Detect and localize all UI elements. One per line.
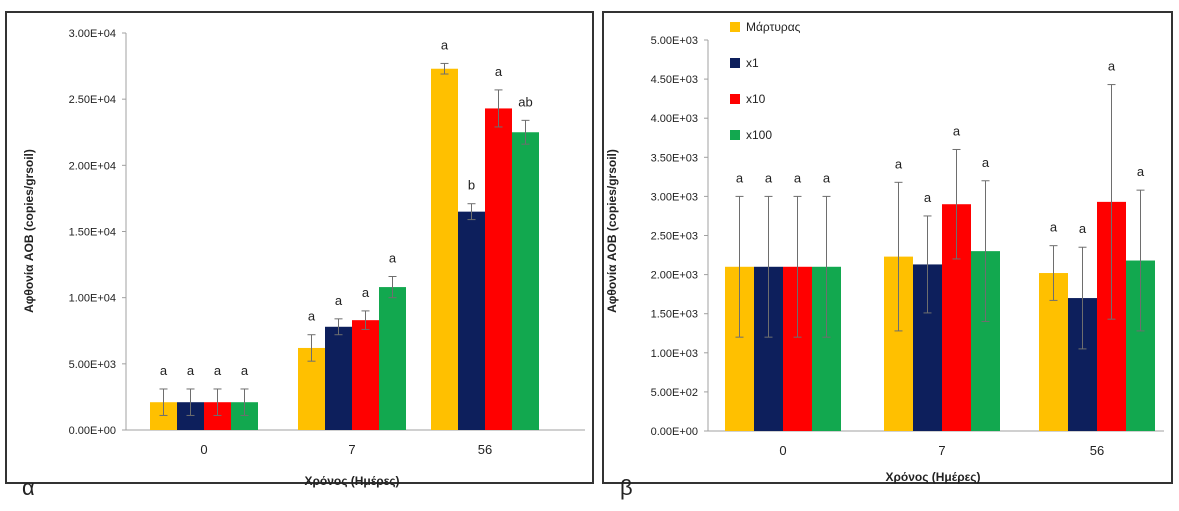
significance-label: ab <box>518 94 532 109</box>
y-tick-label: 1.00E+04 <box>69 293 116 305</box>
significance-label: a <box>1050 220 1058 235</box>
legend-swatch <box>730 130 740 140</box>
significance-label: a <box>953 123 961 138</box>
y-tick-label: 0.00E+00 <box>651 426 698 438</box>
legend-swatch <box>730 94 740 104</box>
y-axis-title: Αφθονία AOB (copies/grsoil) <box>22 149 36 313</box>
significance-label: a <box>794 170 802 185</box>
y-tick-label: 1.50E+04 <box>69 227 116 239</box>
bar <box>458 211 485 430</box>
bar <box>325 326 352 430</box>
legend-label: x10 <box>746 92 766 106</box>
significance-label: a <box>924 190 932 205</box>
significance-label: a <box>187 363 195 378</box>
bar <box>431 68 458 430</box>
significance-label: a <box>1137 164 1145 179</box>
y-tick-label: 5.00E+03 <box>69 359 116 371</box>
y-tick-label: 4.00E+03 <box>651 113 698 125</box>
significance-label: a <box>765 170 773 185</box>
bar <box>512 132 539 430</box>
significance-label: a <box>335 293 343 308</box>
x-axis-title: Χρόνος (Ημέρες) <box>304 474 399 488</box>
panel-frame <box>5 11 594 484</box>
significance-label: a <box>495 64 503 79</box>
y-tick-label: 3.50E+03 <box>651 152 698 164</box>
x-category-label: 56 <box>1090 443 1104 458</box>
y-tick-label: 2.50E+04 <box>69 94 116 106</box>
significance-label: a <box>1079 221 1087 236</box>
chart-panel-beta: 0.00E+00 5.00E+02 1.00E+03 1.50E+03 2.00E+03… <box>602 11 1173 500</box>
significance-label: a <box>308 309 316 324</box>
panel-frame <box>602 11 1173 484</box>
significance-label: a <box>982 155 990 170</box>
legend-label: x100 <box>746 128 772 142</box>
legend-swatch <box>730 22 740 32</box>
significance-label: a <box>214 363 222 378</box>
y-tick-label: 2.00E+03 <box>651 270 698 282</box>
legend-label: x1 <box>746 56 759 70</box>
x-category-label: 0 <box>200 442 207 457</box>
legend-swatch <box>730 58 740 68</box>
significance-label: b <box>468 178 475 193</box>
y-tick-label: 2.00E+04 <box>69 160 116 172</box>
y-tick-label: 4.50E+03 <box>651 74 698 86</box>
y-tick-label: 1.00E+03 <box>651 348 698 360</box>
significance-label: a <box>389 250 397 265</box>
significance-label: a <box>362 285 370 300</box>
y-tick-label: 3.00E+04 <box>69 28 116 40</box>
legend-label: Μάρτυρας <box>746 20 801 34</box>
x-category-label: 56 <box>478 442 492 457</box>
bar <box>379 287 406 430</box>
significance-label: a <box>1108 59 1116 74</box>
y-tick-label: 5.00E+03 <box>651 35 698 47</box>
y-axis-title: Αφθονία AOB (copies/grsoil) <box>605 149 619 313</box>
chart-panel-alpha: 0.00E+00 5.00E+03 1.00E+04 1.50E+04 2.00E+04… <box>5 11 594 500</box>
x-axis-title: Χρόνος (Ημέρες) <box>885 470 980 484</box>
panel-label: β <box>620 475 633 500</box>
bar <box>485 108 512 431</box>
significance-label: a <box>736 170 744 185</box>
y-tick-label: 0.00E+00 <box>69 425 116 437</box>
x-category-label: 0 <box>779 443 786 458</box>
significance-label: a <box>823 170 831 185</box>
x-category-label: 7 <box>938 443 945 458</box>
y-tick-label: 5.00E+02 <box>651 387 698 399</box>
bar <box>352 320 379 430</box>
significance-label: a <box>160 363 168 378</box>
y-tick-label: 1.50E+03 <box>651 309 698 321</box>
significance-label: a <box>241 363 249 378</box>
significance-label: a <box>441 37 449 52</box>
x-category-label: 7 <box>348 442 355 457</box>
significance-label: a <box>895 156 903 171</box>
y-tick-label: 3.00E+03 <box>651 191 698 203</box>
y-tick-label: 2.50E+03 <box>651 231 698 243</box>
panel-label: α <box>22 475 35 500</box>
